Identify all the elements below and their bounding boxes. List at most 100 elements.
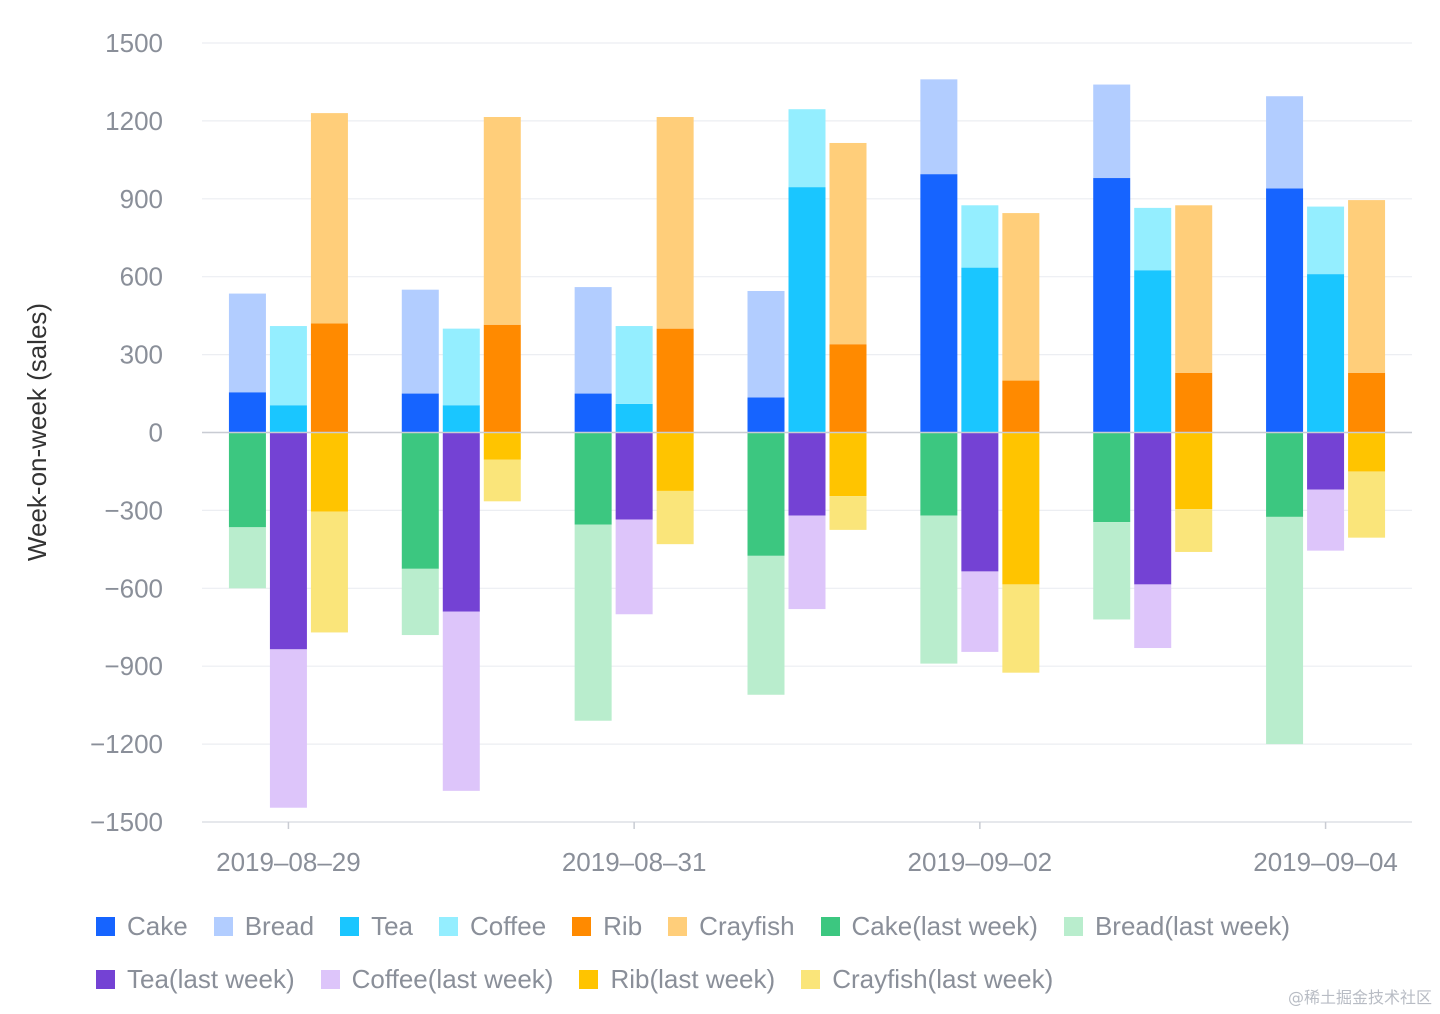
bar-bread-last-week[interactable] <box>401 568 439 636</box>
bar-coffee[interactable] <box>788 109 826 188</box>
bar-bread[interactable] <box>1266 96 1304 189</box>
bar-rib[interactable] <box>656 328 694 433</box>
bar-cake-last-week[interactable] <box>747 432 785 556</box>
bar-coffee[interactable] <box>961 205 999 268</box>
bar-rib[interactable] <box>1175 372 1213 433</box>
bar-coffee-last-week[interactable] <box>269 649 307 808</box>
bar-cake-last-week[interactable] <box>401 432 439 569</box>
bar-tea[interactable] <box>1307 274 1345 433</box>
bar-rib-last-week[interactable] <box>656 432 694 491</box>
bar-crayfish[interactable] <box>1175 205 1213 373</box>
bar-cake-last-week[interactable] <box>228 432 266 528</box>
bar-rib[interactable] <box>1348 372 1386 433</box>
bar-rib-last-week[interactable] <box>483 432 521 460</box>
bar-rib[interactable] <box>310 323 348 433</box>
bar-cake-last-week[interactable] <box>1093 432 1131 523</box>
bar-tea[interactable] <box>961 267 999 433</box>
bar-coffee-last-week[interactable] <box>788 515 826 610</box>
bar-coffee-last-week[interactable] <box>1307 489 1345 551</box>
bar-cake[interactable] <box>920 174 958 433</box>
bar-crayfish[interactable] <box>1002 213 1040 381</box>
bar-bread-last-week[interactable] <box>747 555 785 695</box>
bar-rib-last-week[interactable] <box>1175 432 1213 510</box>
bar-coffee-last-week[interactable] <box>1134 584 1172 649</box>
bar-bread-last-week[interactable] <box>1093 522 1131 620</box>
bar-tea-last-week[interactable] <box>1307 432 1345 490</box>
legend-item-coffee[interactable]: Coffee <box>439 911 546 942</box>
bar-coffee-last-week[interactable] <box>442 611 480 791</box>
bar-bread[interactable] <box>747 290 785 398</box>
bar-bread[interactable] <box>228 293 266 393</box>
legend-item-rib[interactable]: Rib <box>572 911 642 942</box>
bar-bread[interactable] <box>1093 84 1131 179</box>
legend-item-coffee-last-week[interactable]: Coffee(last week) <box>320 964 553 995</box>
bar-crayfish[interactable] <box>656 117 694 329</box>
bar-tea[interactable] <box>269 405 307 433</box>
bar-coffee[interactable] <box>269 326 307 406</box>
bar-cake[interactable] <box>1266 188 1304 433</box>
bar-tea-last-week[interactable] <box>1134 432 1172 585</box>
bar-tea[interactable] <box>615 403 653 433</box>
bar-rib-last-week[interactable] <box>829 432 867 497</box>
bar-coffee-last-week[interactable] <box>961 571 999 652</box>
bar-tea[interactable] <box>1134 270 1172 433</box>
legend-swatch <box>340 917 360 936</box>
bar-crayfish-last-week[interactable] <box>656 490 694 545</box>
bar-cake[interactable] <box>401 393 439 433</box>
legend-item-tea[interactable]: Tea <box>340 911 413 942</box>
bar-crayfish-last-week[interactable] <box>1002 584 1040 673</box>
bar-crayfish[interactable] <box>483 117 521 325</box>
bar-bread[interactable] <box>574 287 612 394</box>
bar-bread[interactable] <box>920 79 958 175</box>
bar-bread-last-week[interactable] <box>920 515 958 664</box>
bar-bread-last-week[interactable] <box>228 527 266 589</box>
bar-rib-last-week[interactable] <box>1002 432 1040 585</box>
bar-cake-last-week[interactable] <box>920 432 958 516</box>
x-axis: 2019–08–29 2019–08–31 2019–09–02 2019–09–04 <box>202 821 1412 877</box>
legend-item-cake-last-week[interactable]: Cake(last week) <box>820 911 1038 942</box>
bar-rib[interactable] <box>1002 380 1040 433</box>
bar-crayfish-last-week[interactable] <box>1175 509 1213 552</box>
legend-item-bread-last-week[interactable]: Bread(last week) <box>1063 911 1290 942</box>
legend-item-tea-last-week[interactable]: Tea(last week) <box>96 964 295 995</box>
bar-cake[interactable] <box>1093 178 1131 433</box>
bar-cake[interactable] <box>747 397 785 433</box>
bar-rib[interactable] <box>829 344 867 433</box>
legend-item-crayfish-last-week[interactable]: Crayfish(last week) <box>801 964 1053 995</box>
bar-bread-last-week[interactable] <box>574 524 612 721</box>
bar-coffee-last-week[interactable] <box>615 519 653 615</box>
bar-rib-last-week[interactable] <box>1348 432 1386 472</box>
bar-coffee[interactable] <box>1134 207 1172 271</box>
bar-tea-last-week[interactable] <box>442 432 480 612</box>
bar-bread-last-week[interactable] <box>1266 516 1304 745</box>
bar-bread[interactable] <box>401 289 439 394</box>
bar-rib-last-week[interactable] <box>310 432 348 512</box>
bar-cake[interactable] <box>228 392 266 433</box>
bar-tea[interactable] <box>788 187 826 433</box>
bar-tea-last-week[interactable] <box>269 432 307 650</box>
bar-cake-last-week[interactable] <box>574 432 612 525</box>
bar-crayfish-last-week[interactable] <box>829 496 867 530</box>
legend-item-cake[interactable]: Cake <box>96 911 188 942</box>
bar-tea-last-week[interactable] <box>615 432 653 520</box>
legend-item-crayfish[interactable]: Crayfish <box>668 911 795 942</box>
bar-tea[interactable] <box>442 405 480 433</box>
bar-crayfish[interactable] <box>1348 200 1386 373</box>
y-tick-label: 1200 <box>105 106 163 136</box>
bar-tea-last-week[interactable] <box>961 432 999 572</box>
bar-cake-last-week[interactable] <box>1266 432 1304 517</box>
bar-crayfish[interactable] <box>310 113 348 324</box>
legend-label: Coffee <box>470 911 547 941</box>
bar-coffee[interactable] <box>442 328 480 406</box>
bar-crayfish-last-week[interactable] <box>310 511 348 633</box>
bar-coffee[interactable] <box>1307 206 1345 275</box>
bar-crayfish-last-week[interactable] <box>483 459 521 502</box>
bar-rib[interactable] <box>483 324 521 433</box>
bar-crayfish[interactable] <box>829 142 867 345</box>
bar-coffee[interactable] <box>615 326 653 404</box>
bar-cake[interactable] <box>574 393 612 433</box>
legend-item-bread[interactable]: Bread <box>213 911 314 942</box>
bar-crayfish-last-week[interactable] <box>1348 471 1386 538</box>
bar-tea-last-week[interactable] <box>788 432 826 516</box>
legend-item-rib-last-week[interactable]: Rib(last week) <box>579 964 775 995</box>
